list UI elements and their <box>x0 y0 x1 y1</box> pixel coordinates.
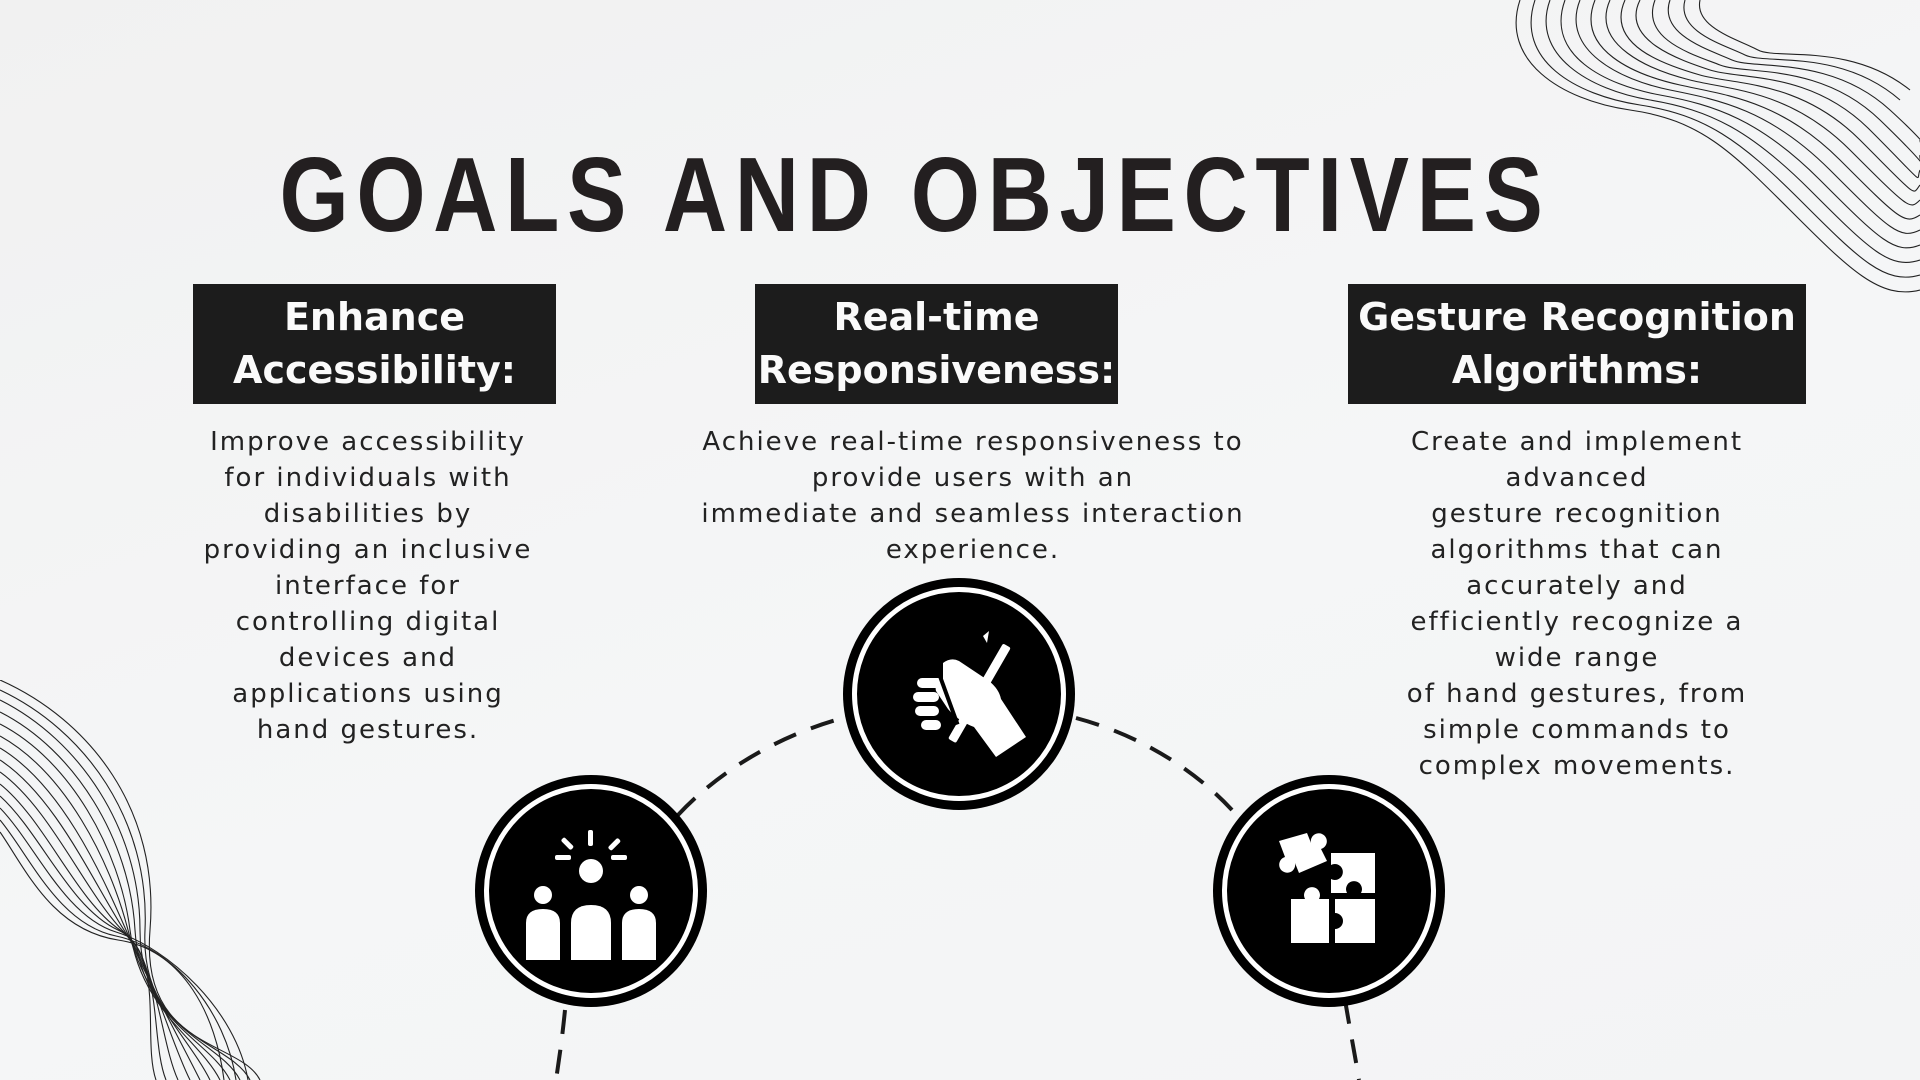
people-group-icon <box>475 775 707 1007</box>
description-line: accurately and <box>1466 571 1688 601</box>
description-line: of hand gestures, from <box>1406 679 1748 709</box>
description-line: controlling digital <box>235 607 501 637</box>
heading-line: Algorithms: <box>1451 348 1703 392</box>
description-line: Improve accessibility <box>210 427 526 457</box>
heading-line: Gesture Recognition <box>1358 295 1796 339</box>
goal-description-responsiveness: Achieve real-time responsiveness to prov… <box>663 424 1283 568</box>
description-line: advanced <box>1505 463 1649 493</box>
puzzle-pieces-icon <box>1213 775 1445 1007</box>
description-line: providing an inclusive <box>203 535 533 565</box>
goal-heading-responsiveness: Real-time Responsiveness: <box>755 284 1118 404</box>
description-line: provide users with an <box>811 463 1135 493</box>
description-line: gesture recognition <box>1431 499 1723 529</box>
goal-description-accessibility: Improve accessibility for individuals wi… <box>168 424 568 748</box>
hand-holding-pen-icon <box>843 578 1075 810</box>
description-line: algorithms that can <box>1430 535 1724 565</box>
description-line: efficiently recognize a <box>1410 607 1744 637</box>
description-line: Achieve real-time responsiveness to <box>702 427 1244 457</box>
heading-line: Accessibility: <box>233 348 516 392</box>
description-line: simple commands to <box>1423 715 1731 745</box>
description-line: devices and <box>278 643 458 673</box>
page-title: GOALS AND OBJECTIVES <box>279 136 1551 254</box>
description-line: disabilities by <box>263 499 473 529</box>
description-line: Create and implement <box>1410 427 1744 457</box>
goal-heading-accessibility: Enhance Accessibility: <box>193 284 556 404</box>
heading-line: Enhance <box>283 295 466 339</box>
wave-lines-bottom-left <box>0 680 261 1080</box>
goal-heading-gesture-algorithms: Gesture Recognition Algorithms: <box>1348 284 1806 404</box>
description-line: immediate and seamless interaction <box>701 499 1245 529</box>
description-line: interface for <box>275 571 461 601</box>
wave-lines-top-right <box>1515 0 1920 293</box>
description-line: wide range <box>1494 643 1660 673</box>
description-line: experience. <box>885 535 1061 565</box>
description-line: applications using <box>232 679 504 709</box>
heading-line: Responsiveness: <box>757 348 1116 392</box>
heading-line: Real-time <box>833 295 1040 339</box>
description-line: for individuals with <box>224 463 512 493</box>
description-line: complex movements. <box>1418 751 1736 781</box>
description-line: hand gestures. <box>256 715 480 745</box>
goal-description-gesture-algorithms: Create and implement advanced gesture re… <box>1370 424 1784 784</box>
